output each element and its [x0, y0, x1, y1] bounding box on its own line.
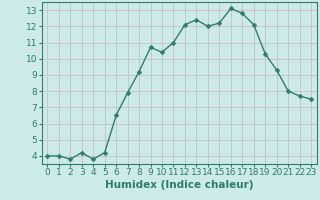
X-axis label: Humidex (Indice chaleur): Humidex (Indice chaleur): [105, 180, 253, 190]
